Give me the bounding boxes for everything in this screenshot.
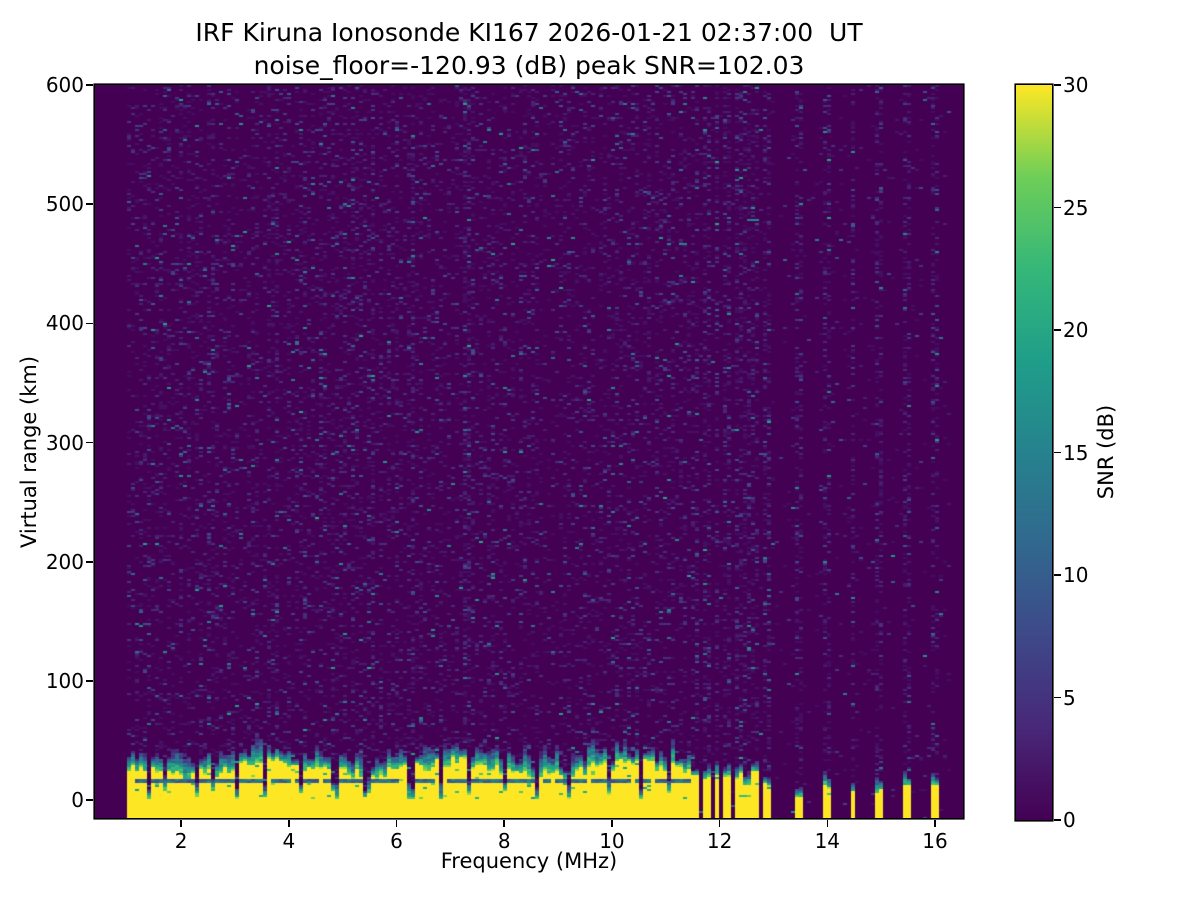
x-tick-label: 8 — [497, 829, 511, 853]
x-tick-mark — [503, 819, 506, 827]
colorbar-tick-label: 15 — [1063, 440, 1089, 465]
colorbar-tick-label: 10 — [1063, 563, 1089, 587]
chart-subtitle: noise_floor=-120.93 (dB) peak SNR=102.03 — [253, 51, 805, 80]
colorbar-tick-label: 25 — [1063, 195, 1089, 220]
x-tick-mark — [934, 819, 936, 827]
x-tick-mark — [718, 819, 721, 827]
colorbar-tick-mark — [1053, 206, 1061, 209]
ionogram-heatmap — [95, 85, 963, 818]
x-tick-mark — [611, 819, 613, 827]
y-tick-mark — [86, 322, 94, 325]
colorbar-tick-mark — [1053, 819, 1061, 821]
y-tick-label: 600 — [45, 73, 84, 97]
colorbar-tick-label: 0 — [1063, 808, 1076, 832]
y-tick-label: 100 — [45, 668, 84, 693]
colorbar-tick-mark — [1053, 574, 1061, 576]
x-tick-mark — [180, 819, 182, 827]
y-tick-mark — [86, 799, 94, 801]
y-tick-mark — [86, 441, 94, 444]
x-tick-label: 6 — [390, 829, 403, 853]
x-tick-label: 10 — [599, 829, 625, 853]
x-axis-label: Frequency (MHz) — [440, 849, 618, 873]
colorbar-tick-label: 20 — [1063, 318, 1089, 342]
x-tick-label: 16 — [922, 829, 948, 853]
x-tick-label: 4 — [282, 829, 296, 853]
colorbar-tick-mark — [1053, 329, 1061, 331]
colorbar-tick-mark — [1053, 84, 1061, 86]
x-tick-mark — [395, 819, 398, 827]
y-tick-label: 0 — [71, 788, 84, 813]
y-tick-mark — [86, 84, 94, 86]
y-tick-label: 500 — [45, 192, 84, 217]
colorbar-tick-label: 30 — [1063, 73, 1089, 97]
y-tick-mark — [86, 680, 94, 682]
x-tick-label: 12 — [706, 829, 733, 853]
colorbar-tick-label: 5 — [1063, 685, 1076, 710]
y-tick-label: 300 — [45, 430, 84, 455]
colorbar-tick-mark — [1053, 451, 1061, 454]
colorbar-tick-mark — [1053, 696, 1061, 699]
y-tick-mark — [86, 203, 94, 205]
snr-colorbar — [1016, 85, 1052, 820]
x-tick-mark — [288, 819, 290, 827]
x-tick-label: 2 — [174, 829, 188, 853]
y-tick-label: 400 — [45, 311, 84, 336]
x-tick-label: 14 — [814, 829, 841, 853]
x-tick-mark — [826, 819, 829, 827]
y-tick-label: 200 — [45, 549, 84, 574]
chart-title: IRF Kiruna Ionosonde KI167 2026-01-21 02… — [195, 18, 863, 47]
y-tick-mark — [86, 560, 94, 563]
